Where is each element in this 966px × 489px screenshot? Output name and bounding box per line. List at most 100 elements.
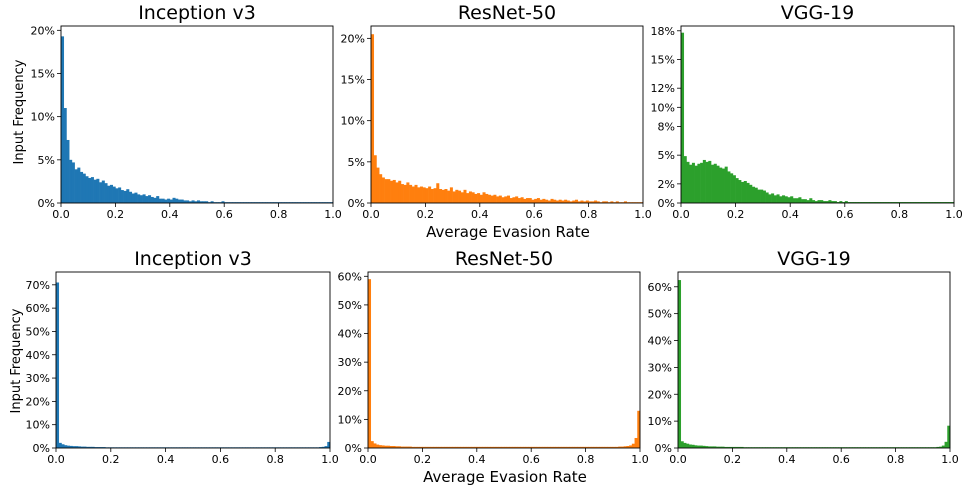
histogram-bar	[936, 446, 940, 448]
y-tick-label: 10%	[341, 115, 365, 128]
histogram-bar	[599, 446, 603, 448]
histogram-bar	[77, 167, 81, 203]
histogram-bar	[416, 446, 420, 448]
histogram-bar	[847, 202, 851, 203]
histogram-bar	[814, 201, 818, 203]
histogram-bar	[86, 446, 90, 448]
histogram-bar	[61, 444, 65, 448]
histogram-bar	[582, 446, 586, 448]
x-tick-label: 0.0	[362, 208, 380, 221]
histogram-bar	[495, 446, 499, 448]
histogram-bar	[444, 189, 448, 203]
histogram-bar	[732, 175, 736, 203]
histogram-bar	[371, 34, 375, 204]
histogram-bar	[724, 446, 728, 448]
histogram-bar	[680, 441, 684, 448]
histogram-bar	[137, 194, 141, 203]
x-tick-label: 1.0	[634, 208, 652, 221]
y-tick-label: 15%	[651, 53, 675, 66]
histogram-bar	[463, 446, 467, 448]
histogram-bar	[186, 200, 190, 203]
histogram-bar	[479, 194, 483, 203]
histogram-bar	[575, 199, 579, 203]
histogram-bar	[588, 446, 592, 448]
histogram-bar	[482, 192, 486, 203]
histogram-bar	[688, 444, 692, 448]
histogram-bar	[97, 447, 101, 448]
histogram-bar	[506, 446, 510, 448]
y-tick-label: 40%	[26, 349, 50, 362]
y-tick-label: 0%	[658, 197, 675, 210]
xlabel-top: Average Evasion Rate	[426, 223, 590, 241]
ylabel-top: Input Frequency	[12, 59, 27, 164]
histogram-bar	[531, 446, 535, 448]
histogram-bar	[891, 202, 895, 203]
histogram-bar	[738, 180, 742, 203]
y-tick-label: 8%	[658, 120, 675, 133]
histogram-bar	[727, 171, 731, 203]
histogram-bar	[615, 446, 619, 448]
histogram-bar	[743, 180, 747, 203]
histogram-bar	[398, 180, 402, 203]
histogram-bar	[406, 446, 410, 448]
y-tick-label: 0%	[345, 442, 362, 455]
histogram-bar	[533, 446, 537, 448]
histogram-bar	[729, 446, 733, 448]
histogram-bar	[583, 201, 587, 203]
histogram-bar	[197, 200, 201, 203]
histogram-bar	[455, 446, 459, 448]
histogram-bar	[604, 201, 608, 203]
histogram-bar	[221, 201, 225, 203]
histogram-bar	[436, 183, 440, 203]
histogram-bar	[861, 202, 865, 203]
y-tick-label: 70%	[26, 279, 50, 292]
histogram-bar	[899, 202, 903, 203]
histogram-bar	[710, 446, 714, 448]
x-tick-label: 0.8	[270, 208, 288, 221]
histogram-bar	[419, 446, 423, 448]
histogram-bar	[378, 445, 382, 448]
histogram-bar	[833, 201, 837, 203]
x-tick-label: 0.0	[669, 453, 687, 466]
histogram-bar	[561, 200, 565, 203]
histogram-bar	[425, 446, 429, 448]
histogram-bar	[765, 192, 769, 203]
histogram-bar	[596, 201, 600, 203]
histogram-bar	[539, 199, 543, 203]
histogram-bar	[771, 193, 775, 203]
histogram-bar	[872, 202, 876, 203]
histogram-bar	[520, 446, 524, 448]
histogram-bar	[80, 446, 84, 448]
histogram-bar	[902, 202, 906, 203]
histogram-bar	[904, 202, 908, 203]
histogram-bar	[479, 446, 483, 448]
histogram-bar	[852, 202, 857, 203]
x-tick-label: 0.8	[266, 453, 284, 466]
histogram-bar	[199, 201, 203, 203]
histogram-bar	[773, 195, 777, 203]
histogram-bar	[732, 446, 736, 448]
histogram-bar	[512, 446, 516, 448]
histogram-bar	[591, 201, 595, 203]
histogram-bar	[828, 200, 832, 203]
histogram-bar	[784, 196, 788, 203]
histogram-bar	[61, 36, 65, 203]
histogram-bar	[555, 200, 559, 203]
panel-5: 0.0 0.2 0.4 0.6 0.8 1.0 0% 10% 20% 30% 40% 50% 60% Re…	[338, 248, 649, 466]
histogram-bar	[408, 446, 412, 448]
histogram-bar	[544, 446, 548, 448]
histogram-bar	[569, 201, 573, 203]
histogram-bar	[523, 446, 527, 448]
histogram-bar	[547, 446, 551, 448]
histogram-bar	[523, 198, 527, 203]
histogram-bar	[776, 194, 780, 203]
histogram-bar	[547, 200, 551, 203]
histogram-bar	[536, 446, 540, 448]
histogram-bar	[63, 108, 67, 203]
histogram-bar	[880, 202, 884, 203]
histogram-bar	[191, 200, 195, 203]
histogram-bar	[69, 159, 73, 203]
histogram-bar	[319, 447, 323, 448]
histogram-bar	[446, 446, 450, 448]
histogram-bar	[893, 202, 897, 203]
